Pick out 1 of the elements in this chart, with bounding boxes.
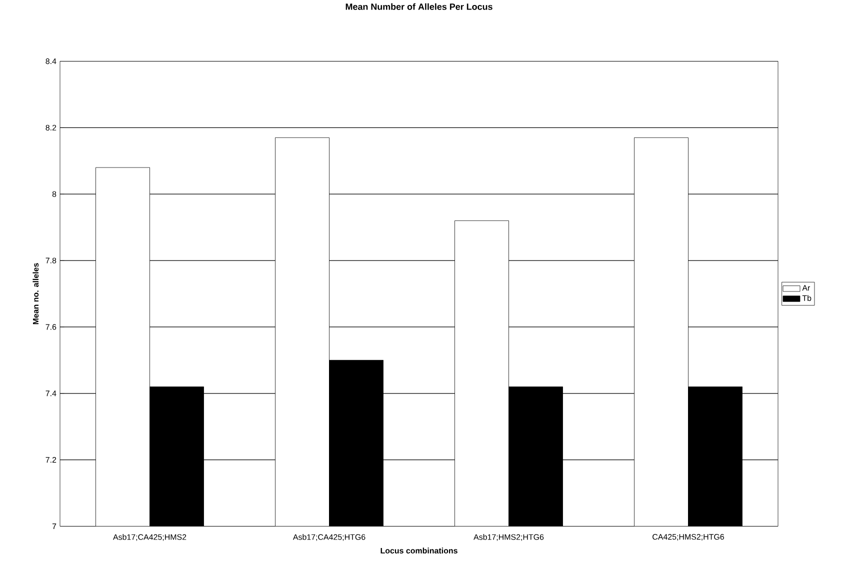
chart-title: Mean Number of Alleles Per Locus <box>346 3 492 10</box>
